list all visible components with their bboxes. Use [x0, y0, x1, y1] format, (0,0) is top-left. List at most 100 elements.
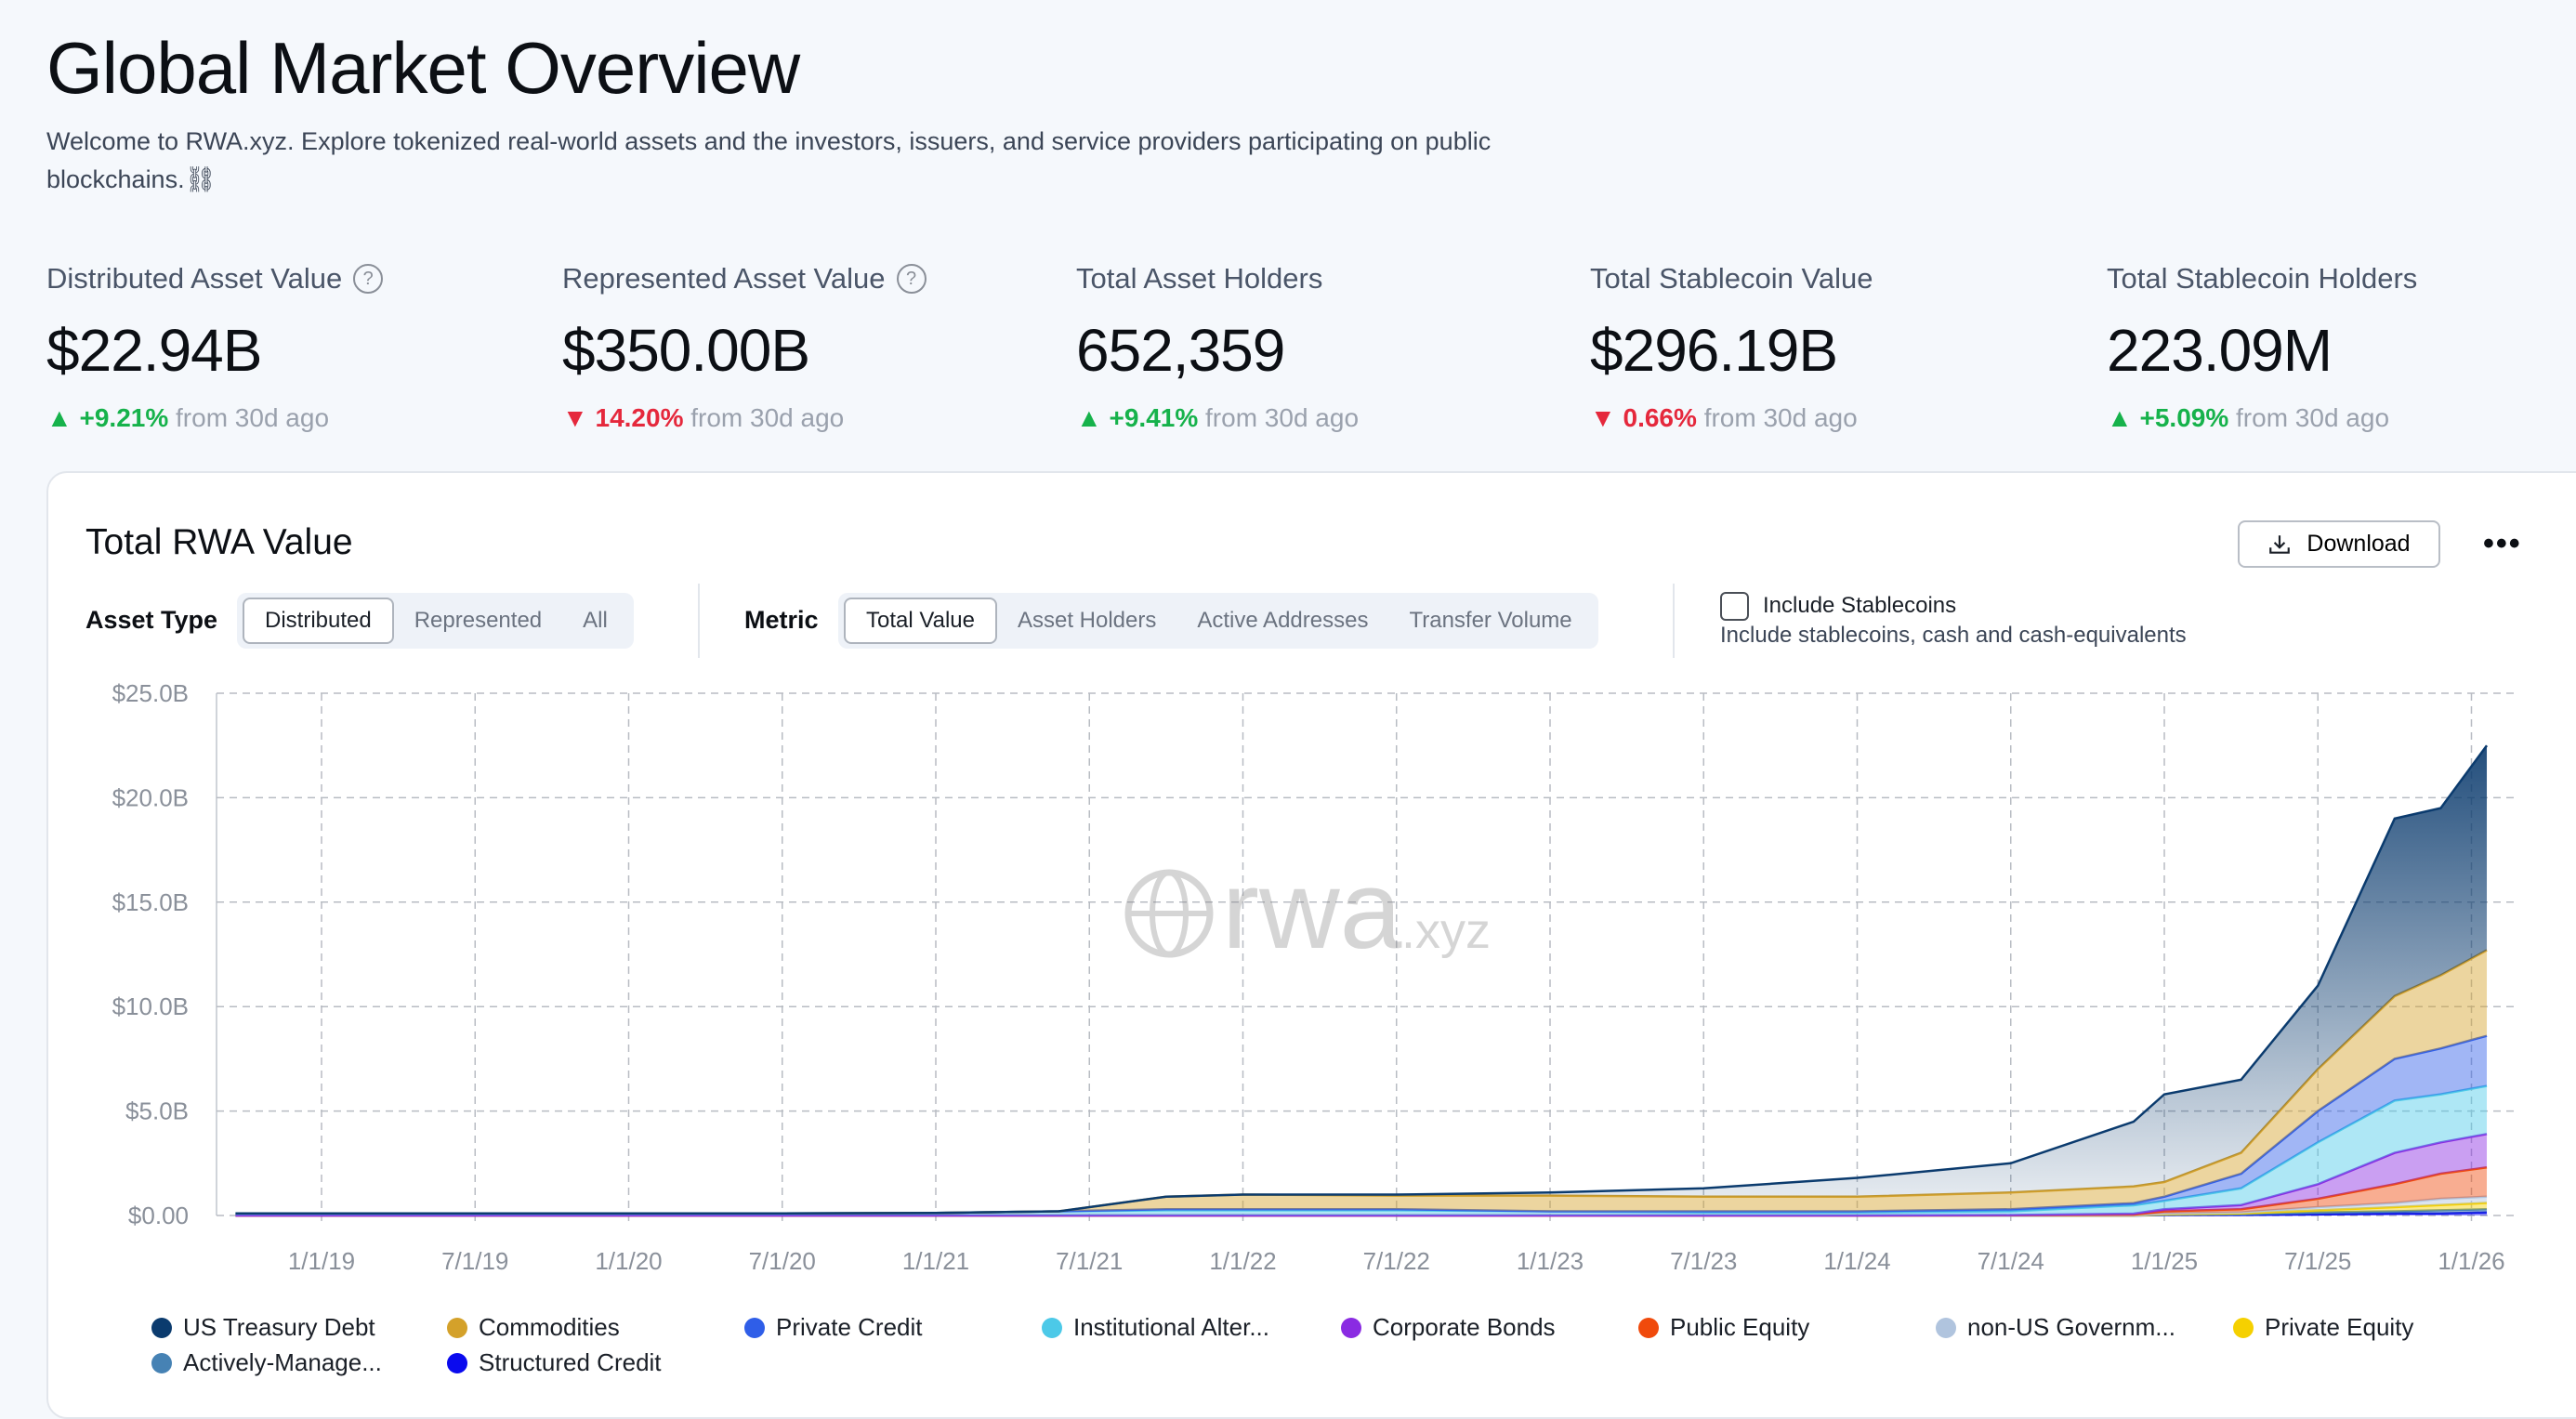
include-stablecoins-label[interactable]: Include Stablecoins: [1763, 593, 1957, 618]
legend-item[interactable]: Corporate Bonds: [1341, 1313, 1556, 1342]
legend-item[interactable]: Private Equity: [2233, 1313, 2413, 1342]
legend-label: non-US Governm...: [1967, 1313, 2175, 1341]
stat-change-suffix: from 30d ago: [176, 403, 330, 432]
asset-type-label: Asset Type: [85, 606, 218, 634]
legend-item[interactable]: Actively-Manage...: [151, 1348, 382, 1377]
legend-swatch-icon: [151, 1352, 172, 1373]
stat-change-suffix: from 30d ago: [1205, 403, 1360, 432]
arrow-down-icon: ▼: [1590, 403, 1623, 432]
asset-type-represented[interactable]: Represented: [414, 608, 543, 633]
legend-swatch-icon: [744, 1317, 765, 1338]
line-us-treasury-debt: [235, 744, 2489, 1215]
x-tick-label: 7/1/20: [749, 1247, 816, 1275]
stat-label: Total Stablecoin Holders: [2107, 262, 2417, 296]
x-tick-label: 1/1/21: [902, 1247, 969, 1275]
legend-label: Structured Credit: [479, 1348, 662, 1376]
x-tick-label: 7/1/19: [441, 1247, 508, 1275]
metric-active-addresses[interactable]: Active Addresses: [1197, 608, 1369, 633]
arrow-down-icon: ▼: [562, 403, 596, 432]
legend-swatch-icon: [1341, 1317, 1361, 1338]
x-tick-label: 1/1/23: [1517, 1247, 1584, 1275]
stat-label-text: Total Stablecoin Holders: [2107, 262, 2418, 295]
help-icon[interactable]: ?: [896, 264, 927, 294]
asset-type-all[interactable]: All: [583, 608, 608, 633]
x-tick-label: 1/1/25: [2131, 1247, 2198, 1275]
legend-swatch-icon: [2233, 1317, 2254, 1338]
help-icon[interactable]: ?: [353, 264, 384, 294]
stat-label: Total Stablecoin Value: [1590, 262, 1873, 296]
svg-text:rwa: rwa: [1222, 847, 1402, 972]
stat-label-text: Distributed Asset Value: [46, 262, 343, 295]
metric-asset-holders[interactable]: Asset Holders: [1017, 608, 1157, 633]
x-tick-label: 7/1/21: [1056, 1247, 1123, 1275]
legend-item[interactable]: Private Credit: [744, 1313, 923, 1342]
chart-title: Total RWA Value: [85, 522, 353, 562]
stat-1: Represented Asset Value? $350.00B ▼ 14.2…: [562, 262, 927, 433]
legend-label: Public Equity: [1670, 1313, 1810, 1341]
x-tick-label: 7/1/25: [2284, 1247, 2351, 1275]
stat-change: ▲ +5.09% from 30d ago: [2107, 403, 2417, 433]
legend-item[interactable]: Public Equity: [1638, 1313, 1809, 1342]
legend-swatch-icon: [1042, 1317, 1062, 1338]
stat-change-value: +5.09%: [2139, 403, 2229, 432]
stat-change-value: +9.21%: [79, 403, 169, 432]
legend-item[interactable]: non-US Governm...: [1936, 1313, 2175, 1342]
stat-change: ▼ 14.20% from 30d ago: [562, 403, 927, 433]
line-corporate-bonds: [235, 1133, 2488, 1217]
legend-item[interactable]: Institutional Alter...: [1042, 1313, 1269, 1342]
divider: [698, 584, 700, 658]
download-button[interactable]: Download: [2238, 520, 2440, 568]
legend-label: Actively-Manage...: [183, 1348, 382, 1376]
x-tick-label: 7/1/24: [1978, 1247, 2044, 1275]
legend-label: US Treasury Debt: [183, 1313, 375, 1341]
legend-label: Commodities: [479, 1313, 620, 1341]
x-tick-label: 7/1/22: [1363, 1247, 1430, 1275]
stat-label: Total Asset Holders: [1076, 262, 1359, 296]
stat-value: 652,359: [1076, 317, 1285, 384]
metric-total-value[interactable]: Total Value: [844, 598, 997, 644]
include-stablecoins-checkbox[interactable]: [1720, 592, 1749, 621]
legend-swatch-icon: [151, 1317, 172, 1338]
x-tick-label: 1/1/19: [288, 1247, 355, 1275]
total-rwa-value-chart: $0.00 $5.0B $10.0B $15.0B $20.0B $25.0B 1/1/19…: [112, 679, 2514, 1275]
metric-transfer-volume[interactable]: Transfer Volume: [1409, 608, 1572, 633]
stat-change-value: 0.66%: [1623, 403, 1697, 432]
page-title: Global Market Overview: [46, 27, 800, 109]
legend-item[interactable]: Structured Credit: [447, 1348, 662, 1377]
area-public-equity: [235, 1167, 2488, 1215]
metric-toggle: Total Value Asset Holders Active Address…: [838, 593, 1598, 649]
x-tick-label: 1/1/24: [1823, 1247, 1890, 1275]
stat-0: Distributed Asset Value? $22.94B ▲ +9.21…: [46, 262, 384, 433]
stat-label: Represented Asset Value?: [562, 262, 927, 296]
x-tick-label: 1/1/20: [595, 1247, 662, 1275]
x-tick-label: 1/1/26: [2438, 1247, 2504, 1275]
area-us-treasury-debt: [235, 745, 2488, 1214]
legend-swatch-icon: [447, 1352, 467, 1373]
arrow-up-icon: ▲: [46, 403, 80, 432]
more-options-icon[interactable]: •••: [2483, 526, 2522, 561]
legend-swatch-icon: [1638, 1317, 1659, 1338]
legend-item[interactable]: US Treasury Debt: [151, 1313, 375, 1342]
stat-label-text: Total Stablecoin Value: [1590, 262, 1873, 295]
y-tick-label: $20.0B: [112, 783, 189, 811]
stat-label-text: Total Asset Holders: [1076, 262, 1323, 295]
download-label: Download: [2307, 531, 2411, 557]
stat-value: $22.94B: [46, 317, 262, 384]
rwa-watermark-logo: rwa .xyz: [1124, 847, 1491, 972]
metric-label: Metric: [744, 606, 819, 634]
stat-change-suffix: from 30d ago: [2236, 403, 2390, 432]
legend-item[interactable]: Commodities: [447, 1313, 620, 1342]
stat-value: 223.09M: [2107, 317, 2333, 384]
legend-label: Corporate Bonds: [1373, 1313, 1556, 1341]
stat-change: ▲ +9.21% from 30d ago: [46, 403, 383, 433]
y-tick-label: $0.00: [128, 1202, 189, 1229]
stat-label-text: Represented Asset Value: [562, 262, 886, 295]
legend-swatch-icon: [1936, 1317, 1956, 1338]
asset-type-distributed[interactable]: Distributed: [243, 598, 394, 644]
stat-change-value: +9.41%: [1109, 403, 1199, 432]
include-stablecoins-description: Include stablecoins, cash and cash-equiv…: [1720, 623, 2187, 648]
stat-2: Total Asset Holders 652,359 ▲ +9.41% fro…: [1076, 262, 1359, 433]
y-tick-label: $10.0B: [112, 992, 189, 1020]
legend-swatch-icon: [447, 1317, 467, 1338]
y-tick-label: $25.0B: [112, 679, 189, 707]
